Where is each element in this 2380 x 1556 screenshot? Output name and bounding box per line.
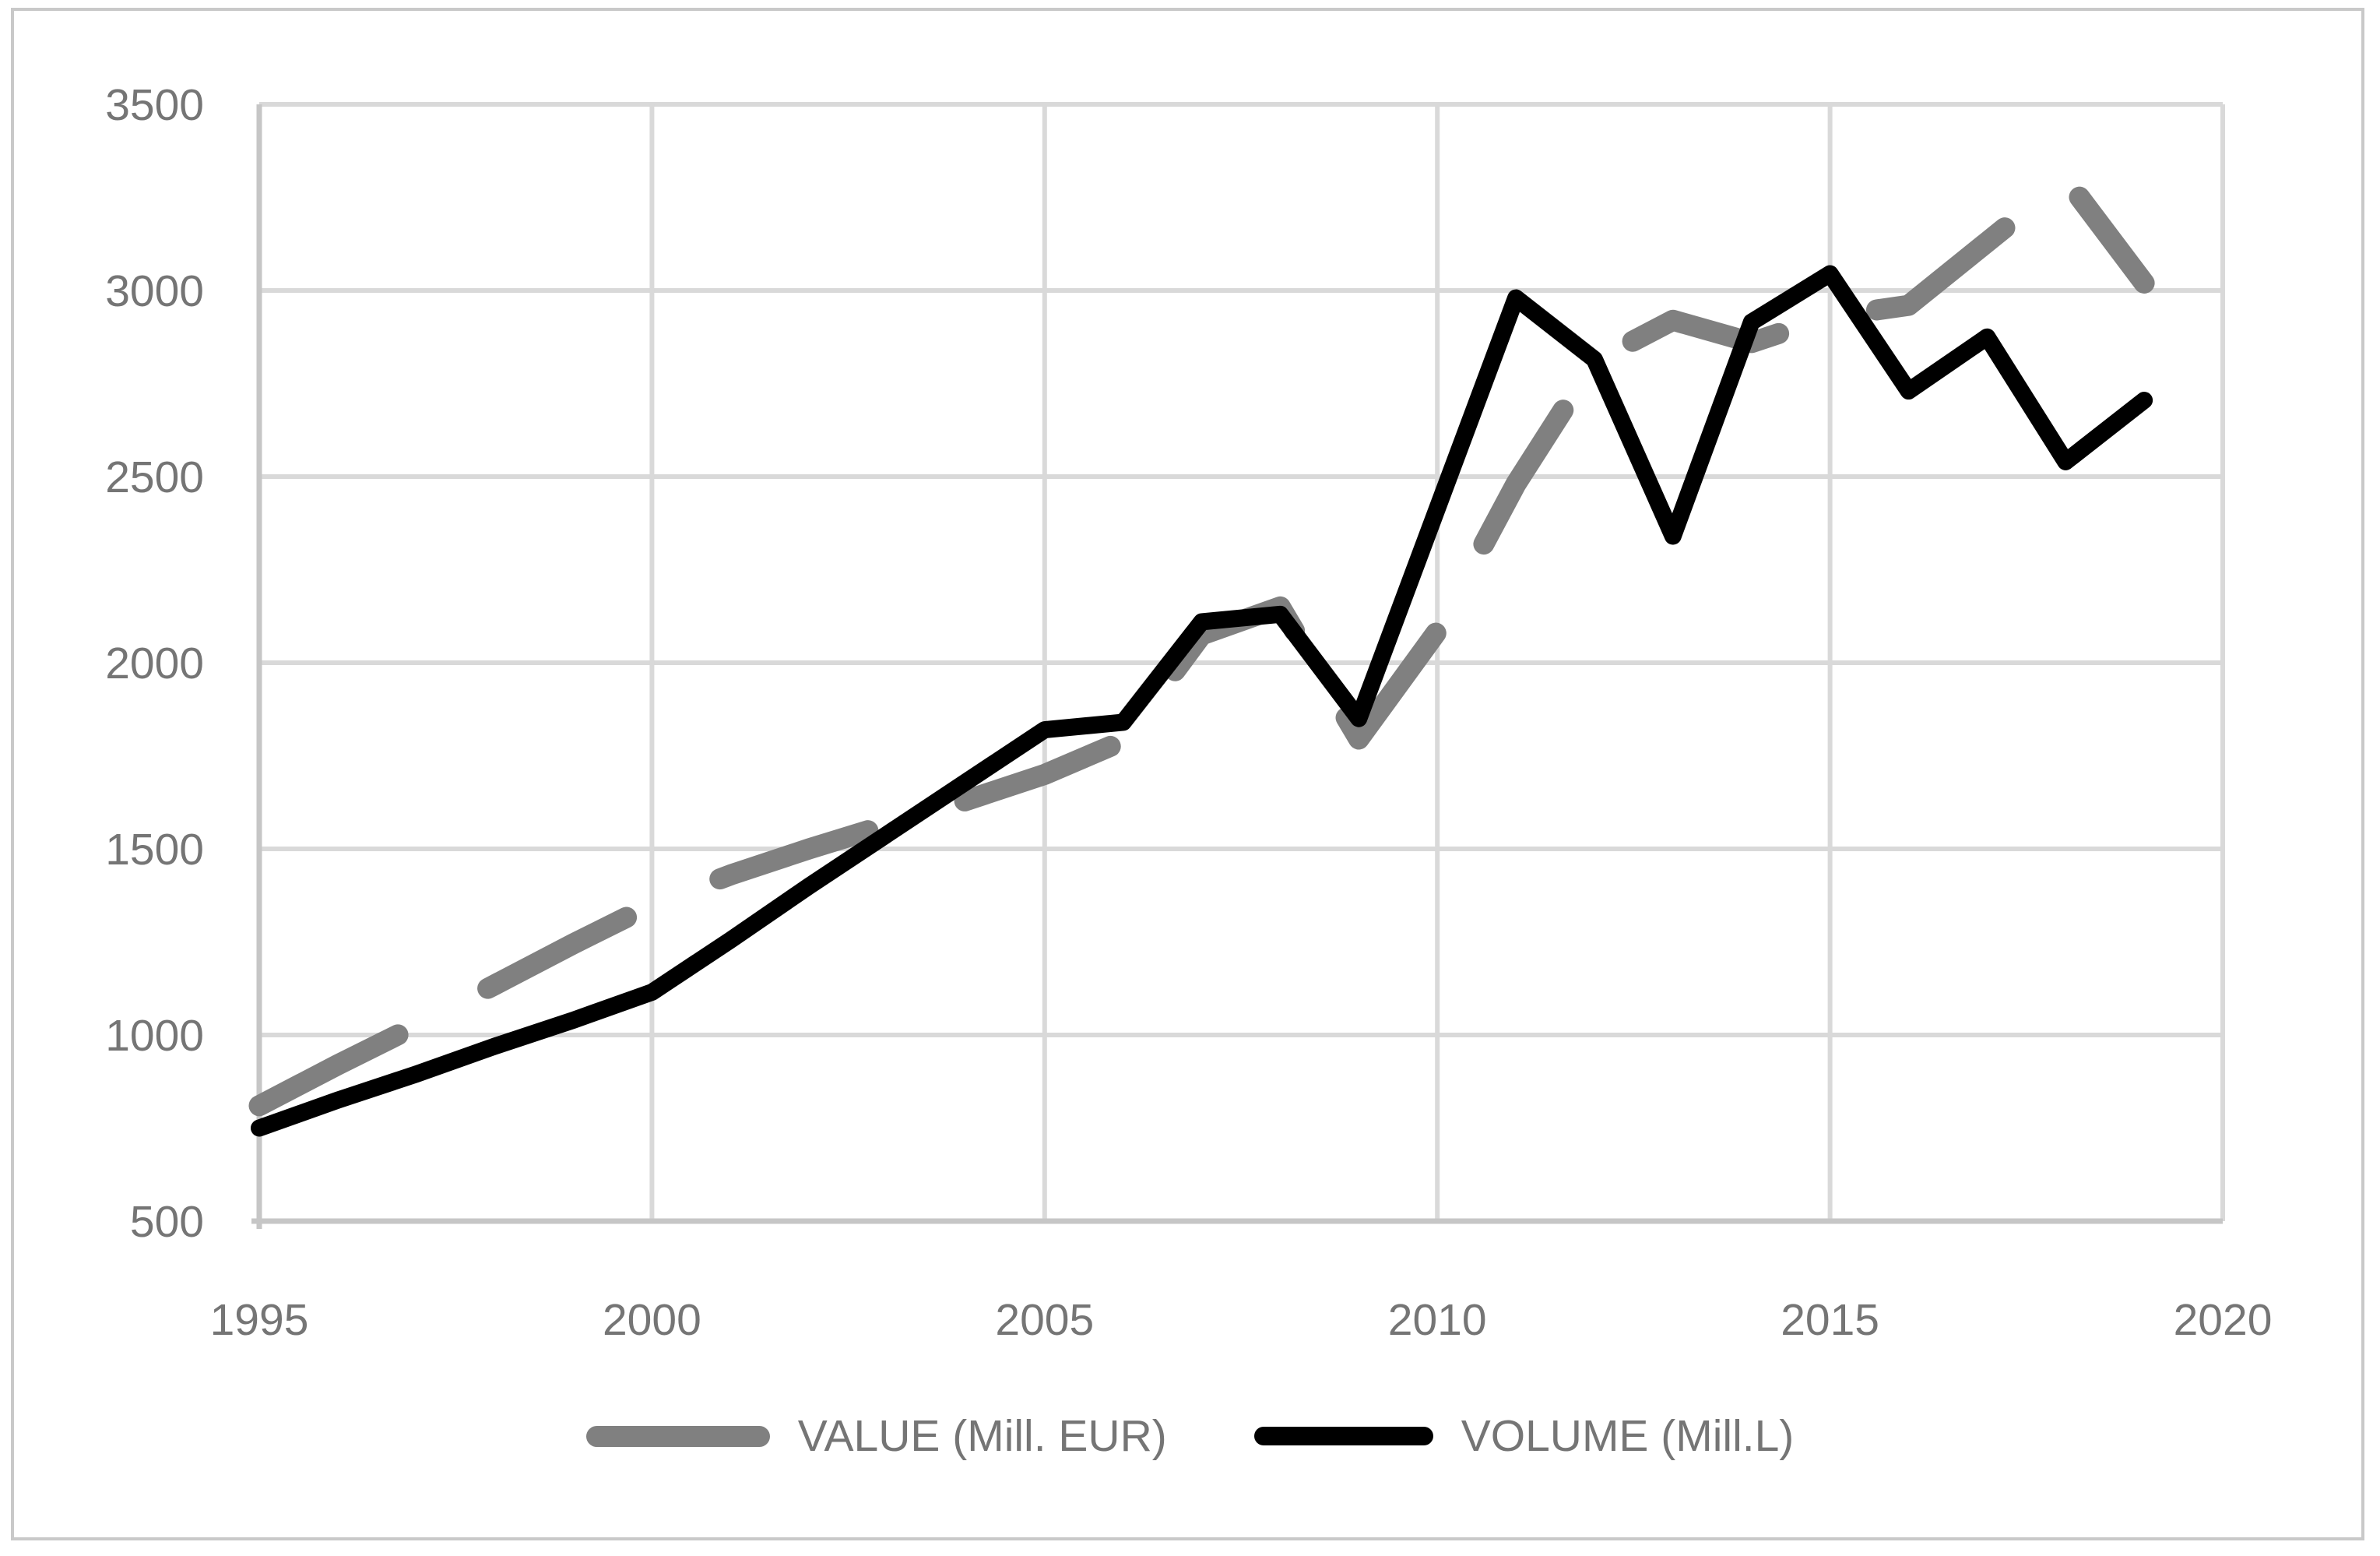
y-tick-label: 1500 xyxy=(105,825,204,875)
y-tick-label: 1000 xyxy=(105,1011,204,1061)
x-tick-label: 2010 xyxy=(1388,1295,1487,1345)
y-tick-label: 3000 xyxy=(105,266,204,316)
y-tick-label: 500 xyxy=(130,1197,204,1247)
x-tick-label: 2000 xyxy=(603,1295,701,1345)
legend-item-volume: VOLUME (Mill.L) xyxy=(1253,1410,1795,1462)
y-tick-label: 2000 xyxy=(105,639,204,688)
x-tick-label: 2005 xyxy=(995,1295,1094,1345)
legend-label-value: VALUE (Mill. EUR) xyxy=(797,1411,1167,1461)
x-tick-label: 1995 xyxy=(210,1295,309,1345)
x-tick-label: 2015 xyxy=(1781,1295,1879,1345)
legend-label-volume: VOLUME (Mill.L) xyxy=(1461,1411,1795,1461)
x-tick-label: 2020 xyxy=(2174,1295,2273,1345)
y-tick-label: 3500 xyxy=(105,80,204,130)
chart-legend: VALUE (Mill. EUR) VOLUME (Mill.L) xyxy=(0,1399,2380,1473)
volume-line-swatch-icon xyxy=(1253,1427,1433,1445)
volume-series-line xyxy=(251,265,2153,1137)
legend-item-value: VALUE (Mill. EUR) xyxy=(585,1410,1167,1462)
y-tick-label: 2500 xyxy=(105,452,204,502)
value-dash-swatch-icon xyxy=(585,1425,770,1447)
